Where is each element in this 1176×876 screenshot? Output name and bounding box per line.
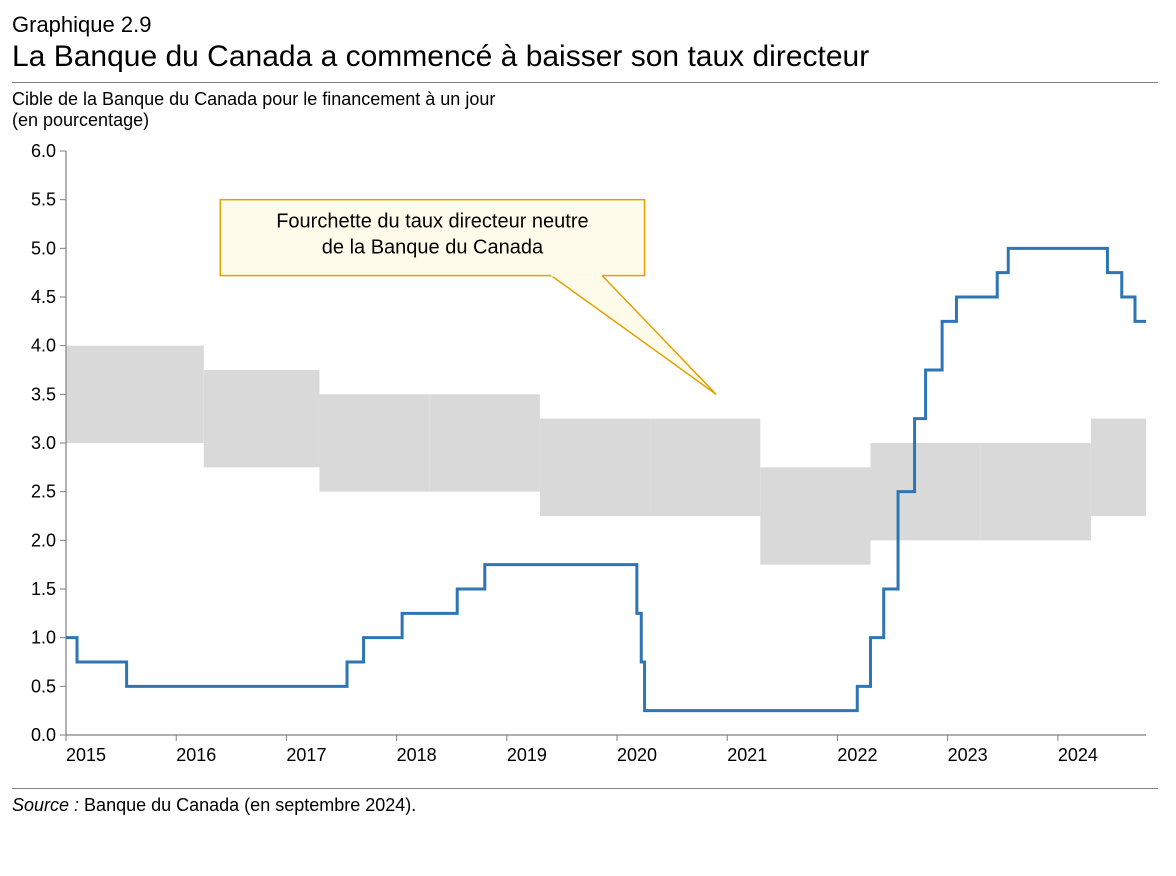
footer-rule xyxy=(12,788,1158,789)
x-tick-label: 2019 xyxy=(507,745,547,765)
source-line: Source : Banque du Canada (en septembre … xyxy=(12,795,1158,816)
x-tick-label: 2021 xyxy=(727,745,767,765)
chart-supertitle: Graphique 2.9 xyxy=(12,12,1158,38)
y-tick-label: 5.5 xyxy=(31,190,56,210)
y-tick-label: 0.0 xyxy=(31,725,56,745)
y-tick-label: 0.5 xyxy=(31,676,56,696)
callout-text-line-2: de la Banque du Canada xyxy=(322,237,544,259)
x-tick-label: 2020 xyxy=(617,745,657,765)
x-tick-label: 2024 xyxy=(1058,745,1098,765)
chart-subtitle-line-1: Cible de la Banque du Canada pour le fin… xyxy=(12,89,1158,110)
chart-title: La Banque du Canada a commencé à baisser… xyxy=(12,40,1158,74)
y-tick-label: 1.0 xyxy=(31,628,56,648)
source-text: Banque du Canada (en septembre 2024). xyxy=(84,795,416,815)
y-tick-label: 1.5 xyxy=(31,579,56,599)
y-tick-label: 3.5 xyxy=(31,384,56,404)
x-tick-label: 2017 xyxy=(286,745,326,765)
x-tick-label: 2018 xyxy=(397,745,437,765)
y-tick-label: 3.0 xyxy=(31,433,56,453)
x-tick-label: 2015 xyxy=(66,745,106,765)
title-rule xyxy=(12,82,1158,83)
y-tick-label: 4.5 xyxy=(31,287,56,307)
y-tick-label: 6.0 xyxy=(31,141,56,161)
chart-container: 0.0 0.5 1.0 1.5 2.0 2.5 3.0 3.5 4.0 4.5 5.0 5.5 6.0 2… xyxy=(12,141,1158,786)
y-tick-label: 5.0 xyxy=(31,238,56,258)
callout-text-line-1: Fourchette du taux directeur neutre xyxy=(276,211,588,233)
y-tick-label: 2.5 xyxy=(31,482,56,502)
step-chart: 0.0 0.5 1.0 1.5 2.0 2.5 3.0 3.5 4.0 4.5 5.0 5.5 6.0 2… xyxy=(12,141,1158,781)
chart-subtitle-line-2: (en pourcentage) xyxy=(12,110,1158,131)
source-prefix: Source : xyxy=(12,795,84,815)
y-tick-label: 4.0 xyxy=(31,336,56,356)
x-tick-label: 2016 xyxy=(176,745,216,765)
x-tick-label: 2022 xyxy=(837,745,877,765)
y-tick-label: 2.0 xyxy=(31,530,56,550)
x-tick-label: 2023 xyxy=(948,745,988,765)
